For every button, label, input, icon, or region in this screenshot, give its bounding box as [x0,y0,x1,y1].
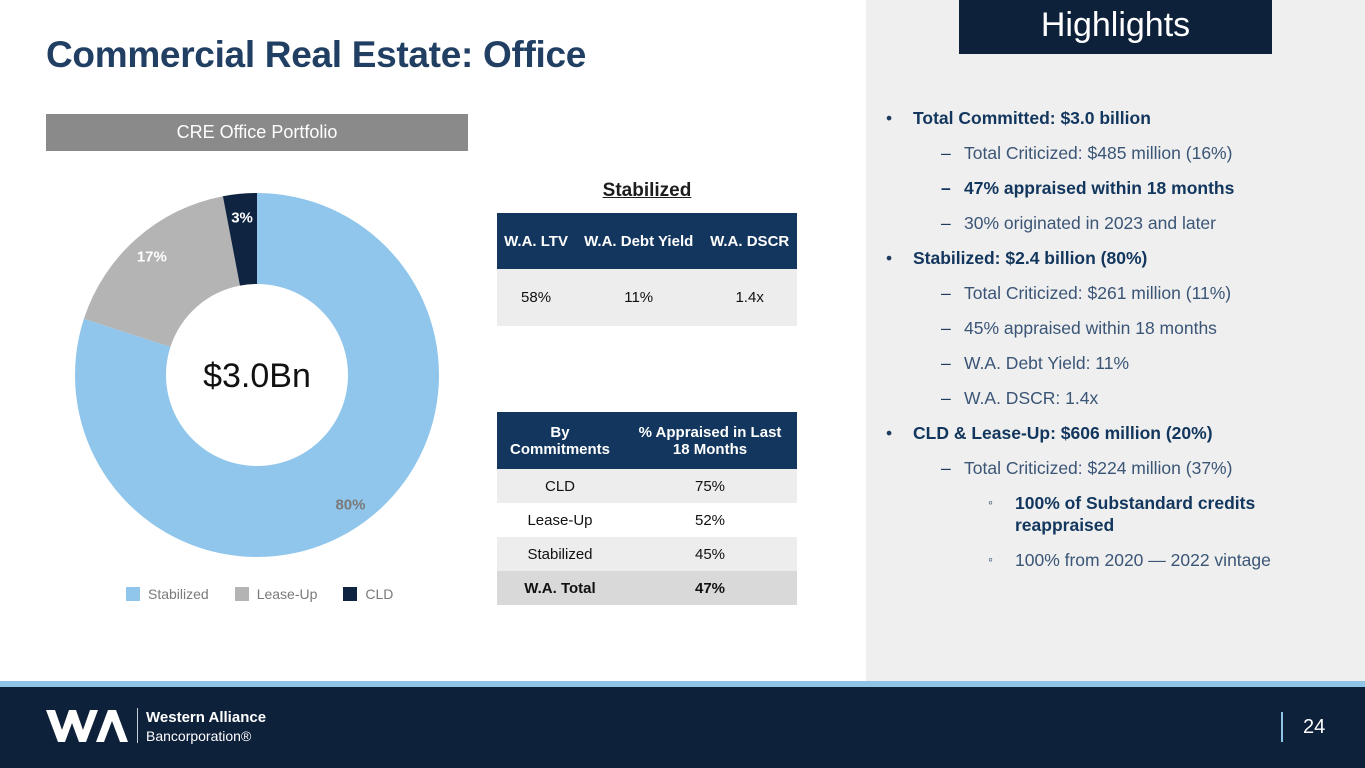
list-item-text: 47% appraised within 18 months [964,178,1235,198]
donut-slice-cld [222,193,257,286]
dash-icon: – [941,283,951,303]
legend-label: Lease-Up [256,586,318,602]
brand-name: Western Alliance [146,709,267,726]
table-header-cell: By Commitments [497,412,623,469]
bullet-icon: • [886,423,893,443]
list-item-text: Total Criticized: $224 million (37%) [964,458,1233,478]
table-cell: 1.4x [702,269,797,326]
legend-swatch [343,587,358,601]
table-cell: 58% [497,269,576,326]
legend-swatch [234,587,249,601]
list-item-text: 30% originated in 2023 and later [964,213,1216,233]
western-alliance-logo-icon [46,710,128,742]
table-row: Lease-Up 52% [497,503,797,537]
portfolio-label: CRE Office Portfolio [46,114,468,151]
donut-data-label: 3% [231,210,253,227]
commitments-table: By Commitments % Appraised in Last 18 Mo… [497,412,797,605]
logo-divider [137,708,138,743]
table-header-cell: W.A. DSCR [702,213,797,269]
table-cell: 52% [623,503,797,537]
donut-chart: 80% 17% 3% $3.0Bn [75,193,440,557]
list-item-text: Stabilized: $2.4 billion (80%) [913,248,1148,268]
dash-icon: – [941,388,951,408]
donut-data-label: 80% [335,497,365,514]
table-cell: W.A. Total [497,571,623,605]
bullet-icon: • [886,248,893,268]
table-cell: Lease-Up [497,503,623,537]
highlights-panel [866,0,1365,681]
page-title: Commercial Real Estate: Office [46,34,587,75]
donut-center-label: $3.0Bn [203,357,311,395]
table-header-cell: W.A. LTV [497,213,576,269]
table-row: CLD 75% [497,469,797,503]
list-item-text: W.A. Debt Yield: 11% [964,353,1130,373]
stabilized-table: W.A. LTV W.A. Debt Yield W.A. DSCR 58% 1… [497,213,797,326]
table-total-row: W.A. Total 47% [497,571,797,605]
table-header-row: W.A. LTV W.A. Debt Yield W.A. DSCR [497,213,797,269]
footer-bar [0,687,1365,768]
legend-label: CLD [365,586,394,602]
table-row: Stabilized 45% [497,537,797,571]
dash-icon: – [941,318,951,338]
page-number: 24 [1303,716,1326,738]
legend-item-lease-up: Lease-Up [234,586,318,602]
donut-data-label: 17% [137,249,167,266]
list-item-text: Total Criticized: $261 million (11%) [964,283,1232,303]
list-item-text: Total Committed: $3.0 billion [913,108,1151,128]
dash-icon: – [941,143,951,163]
legend-swatch [126,587,140,601]
dash-icon: – [941,458,951,478]
table-cell: 47% [623,571,797,605]
table-header-row: By Commitments % Appraised in Last 18 Mo… [497,412,797,469]
page-divider [1281,712,1283,742]
table-header-cell: W.A. Debt Yield [575,213,703,269]
list-item-text: 45% appraised within 18 months [964,318,1217,338]
list-item-text: Total Criticized: $485 million (16%) [964,143,1233,163]
circle-bullet-icon: ◦ [988,551,993,567]
legend-item-stabilized: Stabilized [126,586,209,602]
circle-bullet-icon: ◦ [988,494,993,510]
list-item-text: W.A. DSCR: 1.4x [964,388,1099,408]
legend-label: Stabilized [148,586,209,602]
highlights-heading: Highlights [959,0,1272,54]
table-cell: 75% [623,469,797,503]
table-cell: 45% [623,537,797,571]
list-item-text: CLD & Lease-Up: $606 million (20%) [913,423,1213,443]
stabilized-heading: Stabilized [602,180,692,201]
dash-icon: – [941,353,951,373]
legend-item-cld: CLD [343,586,393,602]
dash-icon: – [941,213,951,233]
donut-slice-lease-up [83,196,240,347]
chart-legend: Stabilized Lease-Up CLD [126,586,393,602]
brand-subname: Bancorporation® [146,728,252,744]
list-item-text: 100% of Substandard credits reappraised [1015,493,1256,535]
footer-accent-stripe [0,681,1365,687]
dash-icon: – [941,178,951,198]
table-row: 58% 11% 1.4x [497,269,797,326]
table-cell: CLD [497,469,623,503]
list-item-text: 100% from 2020 — 2022 vintage [1015,550,1271,570]
table-cell: 11% [575,269,703,326]
bullet-icon: • [886,108,893,128]
table-header-cell: % Appraised in Last 18 Months [623,412,797,469]
table-cell: Stabilized [497,537,623,571]
donut-slice-stabilized [75,193,440,557]
